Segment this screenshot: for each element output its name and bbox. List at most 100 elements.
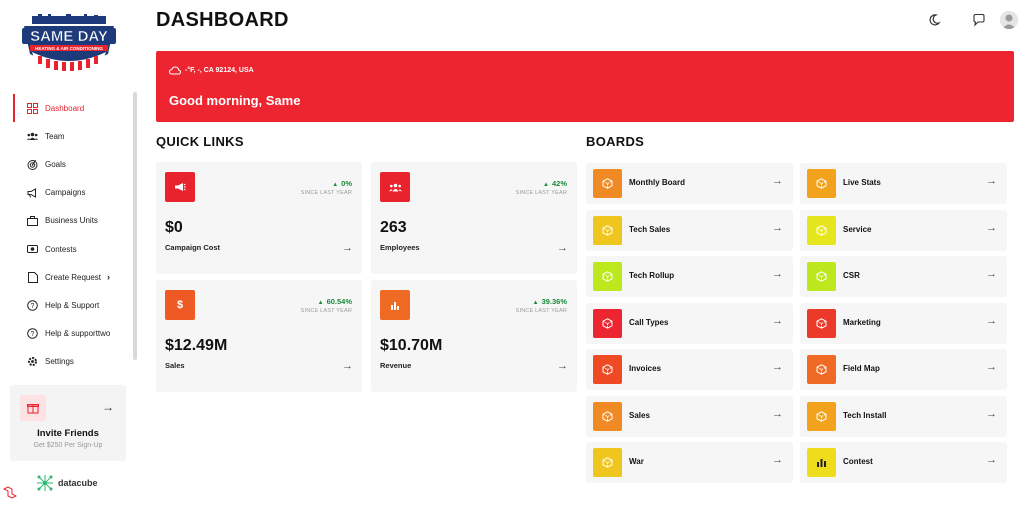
cube-icon — [593, 401, 622, 431]
sidebar-nav: Dashboard Team Goals Campaigns Business … — [13, 94, 131, 376]
board-item[interactable]: Invoices → — [586, 349, 793, 390]
board-item[interactable]: Call Types → — [586, 302, 793, 344]
team-icon — [380, 172, 410, 202]
arrow-right-icon[interactable]: → — [986, 314, 997, 327]
trend-up-icon: ▲ — [317, 300, 324, 306]
help-icon: ? — [27, 300, 38, 311]
board-item[interactable]: Service → — [800, 209, 1007, 251]
location-text: -°F, -, CA 92124, USA — [185, 67, 254, 74]
sidebar-item-dashboard[interactable]: Dashboard — [13, 94, 131, 123]
board-label: Service — [843, 224, 872, 234]
quick-link-card-sales[interactable]: $ ▲ 60.54% SINCE LAST YEAR $12.49M Sales … — [156, 280, 362, 392]
card-value: $12.49M — [165, 337, 228, 354]
arrow-right-icon[interactable]: → — [986, 454, 997, 466]
sidebar-item-label: Help & Support — [45, 300, 100, 310]
board-item[interactable]: Tech Sales → — [586, 209, 793, 251]
trend-up-icon: ▲ — [543, 182, 549, 188]
quick-link-card-revenue[interactable]: ▲ 39.36% SINCE LAST YEAR $10.70M Revenue … — [371, 280, 577, 392]
arrow-right-icon[interactable]: → — [557, 360, 568, 372]
arrow-right-icon[interactable]: → — [772, 268, 783, 280]
cube-icon — [593, 448, 622, 477]
sidebar: SAME DAY HEATING & AIR CONDITIONING Dash… — [0, 0, 140, 500]
moon-icon[interactable] — [927, 13, 941, 27]
invite-friends-card[interactable]: → Invite Friends Get $250 Per Sign-Up — [10, 385, 126, 461]
arrow-right-icon[interactable]: → — [772, 407, 783, 420]
board-item[interactable]: Live Stats → — [800, 163, 1007, 204]
quick-link-card-employees[interactable]: ▲ 42% SINCE LAST YEAR 263 Employees → — [371, 162, 577, 274]
sidebar-scrollbar[interactable] — [133, 92, 137, 360]
chat-icon[interactable] — [972, 13, 986, 27]
gear-icon — [27, 356, 38, 367]
cloud-icon — [169, 66, 181, 75]
board-item[interactable]: Tech Rollup → — [586, 256, 793, 297]
arrow-right-icon[interactable]: → — [102, 400, 114, 414]
board-item[interactable]: Sales → — [586, 395, 793, 437]
cube-icon — [807, 308, 836, 338]
board-item[interactable]: CSR → — [800, 256, 1007, 297]
board-label: Sales — [629, 410, 650, 420]
dashboard-icon — [27, 102, 38, 114]
arrow-right-icon[interactable]: → — [986, 221, 997, 234]
arrow-right-icon[interactable]: → — [986, 268, 997, 280]
sidebar-item-campaigns[interactable]: Campaigns — [13, 179, 131, 207]
board-item[interactable]: Marketing → — [800, 302, 1007, 344]
goals-icon — [27, 159, 38, 170]
delta-value: ▲ 60.54% — [317, 297, 352, 306]
delta-value: ▲ 0% — [332, 179, 352, 188]
board-label: Marketing — [843, 317, 881, 327]
trophy-bars-icon — [807, 448, 836, 477]
board-label: CSR — [843, 271, 860, 280]
sidebar-item-label: Business Units — [45, 216, 98, 226]
sidebar-item-label: Create Request — [45, 272, 102, 282]
board-item[interactable]: Monthly Board → — [586, 163, 793, 204]
sidebar-item-help-supporttwo[interactable]: ? Help & supporttwo — [13, 320, 131, 348]
sidebar-item-goals[interactable]: Goals — [13, 150, 131, 178]
card-label: Campaign Cost — [165, 243, 221, 252]
datacube-brand: datacube — [36, 474, 98, 492]
arrow-right-icon[interactable]: → — [772, 175, 783, 187]
cube-icon — [593, 169, 622, 198]
arrow-right-icon[interactable]: → — [772, 454, 783, 466]
arrow-right-icon[interactable]: → — [557, 242, 568, 254]
card-value: $0 — [165, 219, 183, 236]
sidebar-item-label: Campaigns — [45, 188, 86, 198]
sidebar-item-business-units[interactable]: Business Units — [13, 207, 131, 235]
company-logo[interactable]: SAME DAY HEATING & AIR CONDITIONING — [18, 14, 120, 78]
sidebar-item-help-support[interactable]: ? Help & Support — [13, 291, 131, 319]
arrow-right-icon[interactable]: → — [986, 407, 997, 420]
arrow-right-icon[interactable]: → — [342, 242, 353, 254]
sidebar-item-settings[interactable]: Settings — [13, 348, 131, 376]
sidebar-item-team[interactable]: Team — [13, 122, 131, 150]
board-item[interactable]: Field Map → — [800, 349, 1007, 390]
card-value: 263 — [380, 219, 407, 236]
board-label: Tech Sales — [629, 224, 671, 234]
request-icon — [27, 271, 38, 283]
arrow-right-icon[interactable]: → — [342, 360, 353, 372]
sidebar-item-create-request[interactable]: Create Request › — [13, 263, 131, 291]
sidebar-item-contests[interactable]: Contests — [13, 235, 131, 263]
arrow-right-icon[interactable]: → — [986, 361, 997, 373]
arrow-right-icon[interactable]: → — [772, 361, 783, 373]
board-item[interactable]: War → — [586, 442, 793, 483]
board-label: Call Types — [629, 317, 669, 327]
quick-link-card-campaign-cost[interactable]: ▲ 0% SINCE LAST YEAR $0 Campaign Cost → — [156, 162, 362, 274]
avatar[interactable] — [1000, 11, 1018, 29]
megaphone-icon — [27, 187, 38, 198]
laravel-icon — [2, 486, 18, 500]
board-item[interactable]: Contest → — [800, 442, 1007, 483]
team-icon — [27, 131, 38, 142]
bar-chart-icon — [380, 290, 410, 320]
help-icon: ? — [27, 328, 38, 339]
arrow-right-icon[interactable]: → — [772, 221, 783, 234]
cube-icon — [593, 355, 622, 384]
board-item[interactable]: Tech Install → — [800, 395, 1007, 437]
cube-icon — [807, 262, 836, 291]
cube-icon — [807, 401, 836, 431]
sidebar-item-label: Settings — [45, 357, 74, 367]
arrow-right-icon[interactable]: → — [772, 314, 783, 327]
dollar-icon: $ — [165, 290, 195, 320]
card-label: Sales — [165, 361, 185, 370]
since-label: SINCE LAST YEAR — [300, 190, 352, 196]
sidebar-item-label: Contests — [45, 244, 77, 254]
arrow-right-icon[interactable]: → — [986, 175, 997, 187]
